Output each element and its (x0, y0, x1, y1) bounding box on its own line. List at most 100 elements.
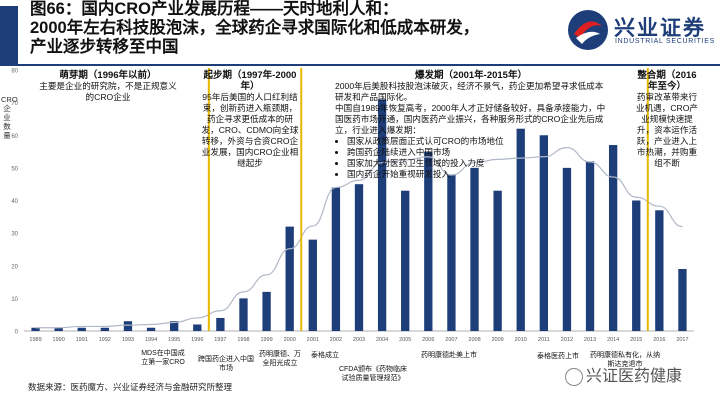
bar (608, 145, 618, 331)
wechat-icon (565, 367, 583, 386)
phase-text-4: 药审改革带来行业机遇，CRO产业规模快速提升，资本运作活跃，产业进入上市热潮，并… (635, 92, 699, 168)
x-tick-label: 1999 (260, 337, 272, 343)
phase-title-2: 起步期（1997年-2000年） (203, 70, 297, 92)
phase-title-4: 整合期（2016年至今） (637, 70, 697, 92)
y-tick-label: 60 (11, 134, 18, 140)
x-tick-label: 2009 (491, 337, 503, 343)
logo-mark-icon (568, 10, 608, 50)
y-tick-label: 50 (11, 166, 18, 172)
x-tick-label: 2006 (422, 337, 434, 343)
bar (516, 128, 525, 331)
y-tick-label: 0 (15, 330, 19, 336)
event-label: 泰格成立 (311, 352, 339, 359)
x-tick-label: 2007 (445, 337, 457, 343)
phase-bullet: 国内药企开始重视研发投入 (347, 169, 607, 180)
bar (100, 327, 110, 331)
x-tick-label: 2012 (561, 337, 573, 343)
y-tick-label: 80 (11, 69, 18, 75)
trend-line (35, 147, 683, 329)
watermark: 兴证医药健康 (565, 362, 682, 386)
x-tick-label: 2008 (468, 337, 480, 343)
bar (655, 210, 664, 331)
event-label: 药明康德、万全阳光成立 (259, 351, 301, 367)
data-source: 数据来源：医药魔方、兴业证券经济与金融研究所整理 (28, 382, 233, 392)
title-line-2: 2000年左右科技股泡沫，全球药企寻求国际化和低成本研发， (30, 19, 480, 37)
x-tick-label: 2005 (399, 337, 411, 343)
x-tick-label: 2013 (584, 337, 596, 343)
y-tick-label: 10 (11, 297, 18, 303)
phase-title-1: 萌芽期（1996年以前） (59, 70, 157, 81)
company-logo: 兴业证券 INDUSTRIAL SECURITIES (566, 8, 716, 52)
bar (170, 321, 179, 331)
phase-note-3: 爆发期（2001年-2015年） 2000年后美股科技股泡沫破灭，经济不景气，药… (335, 70, 607, 180)
bar (585, 161, 595, 331)
bar (470, 167, 479, 331)
page-title: 图66：国内CRO产业发展历程——天时地利人和： 2000年左右科技股泡沫，全球… (30, 0, 560, 57)
x-tick-label: 2011 (538, 337, 550, 343)
bar (193, 324, 202, 331)
x-tick-label: 1998 (237, 337, 249, 343)
phase-bullets: 国家从政策层面正式认可CRO的市场地位 跨国药企陆续进入中国市场 国家加大对医药… (335, 136, 607, 180)
phase-bullet: 国家从政策层面正式认可CRO的市场地位 (347, 136, 607, 147)
x-tick-label: 2004 (376, 337, 388, 343)
event-label: MDS在中国成立第一家CRO (141, 350, 185, 366)
bar (146, 327, 156, 331)
y-tick-label: 70 (11, 101, 18, 107)
y-tick-label: 40 (11, 199, 18, 205)
y-axis-label: CRO企业数量 (1, 95, 18, 140)
logo-text-en: INDUSTRIAL SECURITIES (615, 38, 716, 45)
bar (239, 298, 248, 331)
watermark-text: 兴证医药健康 (586, 368, 683, 385)
phase-note-4: 整合期（2016年至今） 药审改革带来行业机遇，CRO产业规模快速提升，资本运作… (634, 70, 700, 169)
phase-text-1: 主要是企业的研究院，不是正规意义的CRO企业 (39, 81, 177, 102)
bar (632, 200, 641, 331)
phase-note-2: 起步期（1997年-2000年） 95年后美国的人口红利结束，创新药进入瓶颈期，… (200, 70, 300, 169)
x-tick-label: 2016 (653, 337, 665, 343)
x-tick-label: 1989 (29, 337, 41, 343)
bar (54, 327, 63, 331)
x-tick-label: 1990 (53, 337, 65, 343)
event-label: 泰格医药上市 (537, 353, 579, 360)
x-tick-label: 1996 (191, 337, 203, 343)
x-tick-label: 2017 (676, 337, 688, 343)
bar (493, 190, 502, 331)
bar (31, 327, 40, 331)
bar (678, 269, 687, 331)
x-tick-label: 2010 (515, 337, 527, 343)
x-tick-label: 2003 (353, 337, 365, 343)
header-rule (0, 64, 720, 66)
event-label: CFDA颁布《药物临床试验质量管理规范》 (338, 366, 408, 382)
bar (354, 184, 364, 331)
x-tick-label: 2001 (307, 337, 319, 343)
x-tick-label: 2014 (607, 337, 619, 343)
x-tick-label: 1995 (168, 337, 180, 343)
title-line-3: 产业逐步转移至中国 (30, 38, 179, 56)
x-tick-label: 1997 (214, 337, 226, 343)
phase-text-3b: 中国自1989年恢复高考，2000年人才正好储备较好，具备承接能力，中国医药市场… (335, 103, 606, 135)
x-tick-label: 2000 (284, 337, 296, 343)
phase-text-2: 95年后美国的人口红利结束，创新药进入瓶颈期，药企寻求更低成本的研发，CRO、C… (201, 92, 299, 168)
x-tick-label: 2015 (630, 337, 642, 343)
bar (77, 327, 86, 331)
event-label: 药明康德赴美上市 (421, 352, 477, 359)
phase-text-3a: 2000年后美股科技股泡沫破灭，经济不景气，药企更加希望寻求低成本研发和产品国际… (335, 81, 604, 102)
y-tick-label: 30 (11, 232, 18, 238)
y-tick-label: 20 (11, 264, 18, 270)
bar (424, 151, 433, 331)
title-accent-bar (0, 6, 18, 64)
phase-bullet: 跨国药企陆续进入中国市场 (347, 147, 607, 158)
bar (331, 187, 341, 331)
event-label: 跨国药企进入中国市场 (198, 356, 254, 372)
phase-bullet: 国家加大对医药卫生领域的投入力度 (347, 158, 607, 169)
bar (401, 190, 410, 331)
phase-note-1: 萌芽期（1996年以前） 主要是企业的研究院，不是正规意义的CRO企业 (38, 70, 178, 103)
bar (123, 321, 133, 331)
bar (539, 135, 548, 331)
x-tick-label: 2002 (330, 337, 342, 343)
x-tick-label: 1992 (99, 337, 111, 343)
phase-title-3: 爆发期（2001年-2015年） (415, 70, 527, 81)
bar (285, 226, 294, 331)
x-tick-label: 1991 (76, 337, 88, 343)
bar (562, 167, 572, 331)
